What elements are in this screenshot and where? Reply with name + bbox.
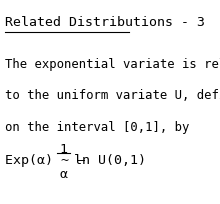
Text: to the uniform variate U, defined: to the uniform variate U, defined [5, 89, 220, 102]
Text: 1: 1 [59, 142, 67, 155]
Text: Related Distributions - 3: Related Distributions - 3 [5, 16, 205, 28]
Text: The exponential variate is related: The exponential variate is related [5, 58, 220, 71]
Text: Exp(α) ~ –: Exp(α) ~ – [5, 153, 101, 166]
Text: α: α [59, 167, 67, 180]
Text: on the interval [0,1], by: on the interval [0,1], by [5, 120, 190, 133]
Text: ln U(0,1): ln U(0,1) [74, 153, 146, 166]
